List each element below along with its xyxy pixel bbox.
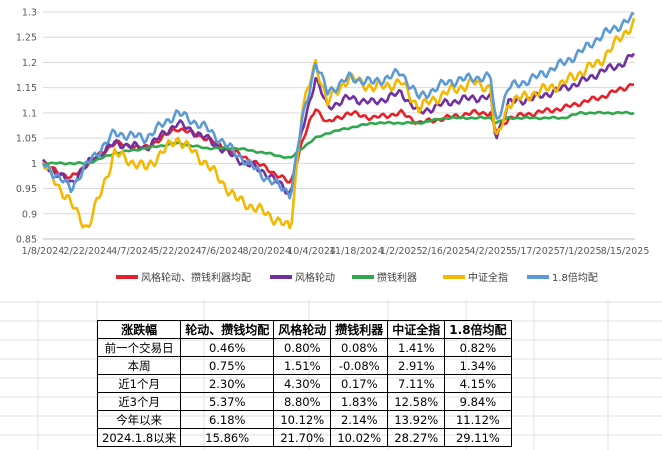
table-cell: 0.17% xyxy=(330,374,389,393)
table-cell: 1.34% xyxy=(444,356,512,375)
y-tick-label: 1.3 xyxy=(22,8,37,19)
x-tick-label: 8/15/2025 xyxy=(601,246,650,257)
y-tick-label: 1.1 xyxy=(22,108,37,119)
x-tick-label: 11/18/2024 xyxy=(329,246,384,257)
table-row: 今年以来 6.18% 10.12% 2.14% 13.92% 11.12% xyxy=(96,410,512,429)
header-cell: 1.8倍均配 xyxy=(444,320,512,339)
table-cell: 29.11% xyxy=(444,428,512,447)
table-cell: 0.75% xyxy=(180,356,275,375)
y-tick-label: 0.95 xyxy=(16,184,37,195)
y-tick-label: 0.85 xyxy=(16,235,37,246)
table-cell: 13.92% xyxy=(387,410,446,429)
table-cell: 4.30% xyxy=(273,374,332,393)
table-cell: 12.58% xyxy=(387,392,446,411)
table-cell: -0.08% xyxy=(330,356,389,375)
table-row: 本周 0.75% 1.51% -0.08% 2.91% 1.34% xyxy=(96,356,512,375)
table-cell: 2.91% xyxy=(387,356,446,375)
table-header-row: 涨跌幅 轮动、攒钱均配 风格轮动 攒钱利器 中证全指 1.8倍均配 xyxy=(96,320,512,339)
legend-label: 风格轮动 xyxy=(295,271,335,284)
table-row: 2024.1.8以来 15.86% 21.70% 10.02% 28.27% 2… xyxy=(96,428,512,447)
x-tick-label: 10/4/2024 xyxy=(287,246,336,257)
table-cell: 10.02% xyxy=(330,428,389,447)
x-tick-label: 5/17/2025 xyxy=(511,246,560,257)
row-label: 近1个月 xyxy=(96,374,182,393)
legend-label: 风格轮动、攒钱利器均配 xyxy=(141,271,251,284)
table-cell: 4.15% xyxy=(444,374,512,393)
table-cell: 9.84% xyxy=(444,392,512,411)
x-tick-label: 1/2/2025 xyxy=(380,246,423,257)
line-chart: 0.85 0.9 0.95 1 1.05 1.1 1.15 1.2 1.25 1.3 1/8/202… xyxy=(16,8,650,285)
legend-label: 攒钱利器 xyxy=(377,271,417,284)
x-tick-label: 8/20/2024 xyxy=(243,246,292,257)
table-cell: 7.11% xyxy=(387,374,446,393)
table-cell: 15.86% xyxy=(180,428,275,447)
header-cell: 攒钱利器 xyxy=(330,320,389,339)
row-label: 2024.1.8以来 xyxy=(96,428,182,447)
header-cell: 涨跌幅 xyxy=(96,320,182,339)
chart-svg: 0.85 0.9 0.95 1 1.05 1.1 1.15 1.2 1.25 1.3 1/8/202… xyxy=(16,8,650,285)
legend-label: 中证全指 xyxy=(468,271,508,284)
x-tick-label: 4/2/2025 xyxy=(469,246,512,257)
x-tick-label: 5/22/2024 xyxy=(153,246,202,257)
table-cell: 11.12% xyxy=(444,410,512,429)
legend-label: 1.8倍均配 xyxy=(552,271,598,284)
y-tick-label: 1.2 xyxy=(22,58,37,69)
table-cell: 2.14% xyxy=(330,410,389,429)
table-cell: 8.80% xyxy=(273,392,332,411)
table-row: 近3个月 5.37% 8.80% 1.83% 12.58% 9.84% xyxy=(96,392,512,411)
x-tick-label: 2/22/2024 xyxy=(63,246,112,257)
y-tick-label: 0.9 xyxy=(22,209,37,220)
row-label: 近3个月 xyxy=(96,392,182,411)
row-label: 本周 xyxy=(96,356,182,375)
x-tick-label: 7/1/2025 xyxy=(559,246,602,257)
table-cell: 6.18% xyxy=(180,410,275,429)
series-line xyxy=(42,110,635,166)
table-cell: 28.27% xyxy=(387,428,446,447)
table-cell: 10.12% xyxy=(273,410,332,429)
header-cell: 轮动、攒钱均配 xyxy=(180,320,275,339)
x-tick-label: 2/16/2025 xyxy=(422,246,471,257)
table-cell: 1.41% xyxy=(387,338,446,357)
table-row: 前一个交易日 0.46% 0.80% 0.08% 1.41% 0.82% xyxy=(96,338,512,357)
table-cell: 1.51% xyxy=(273,356,332,375)
table-cell: 1.83% xyxy=(330,392,389,411)
series-line xyxy=(41,52,636,195)
row-label: 前一个交易日 xyxy=(96,338,182,357)
y-tick-label: 1.05 xyxy=(16,134,37,145)
row-label: 今年以来 xyxy=(96,410,182,429)
performance-table: 涨跌幅 轮动、攒钱均配 风格轮动 攒钱利器 中证全指 1.8倍均配 前一个交易日… xyxy=(96,320,512,447)
y-tick-label: 1.15 xyxy=(16,83,37,94)
series-line xyxy=(41,17,636,230)
table-cell: 0.82% xyxy=(444,338,512,357)
table-cell: 5.37% xyxy=(180,392,275,411)
y-tick-label: 1 xyxy=(31,159,37,170)
table-cell: 0.08% xyxy=(330,338,389,357)
table-cell: 0.80% xyxy=(273,338,332,357)
x-tick-label: 1/8/2024 xyxy=(22,246,65,257)
table-row: 近1个月 2.30% 4.30% 0.17% 7.11% 4.15% xyxy=(96,374,512,393)
y-tick-label: 1.25 xyxy=(16,33,37,44)
x-tick-label: 4/7/2024 xyxy=(111,246,154,257)
header-cell: 风格轮动 xyxy=(273,320,332,339)
table-cell: 2.30% xyxy=(180,374,275,393)
table-cell: 0.46% xyxy=(180,338,275,357)
header-cell: 中证全指 xyxy=(387,320,446,339)
table-cell: 21.70% xyxy=(273,428,332,447)
x-tick-label: 7/6/2024 xyxy=(201,246,244,257)
series-line xyxy=(41,12,635,200)
